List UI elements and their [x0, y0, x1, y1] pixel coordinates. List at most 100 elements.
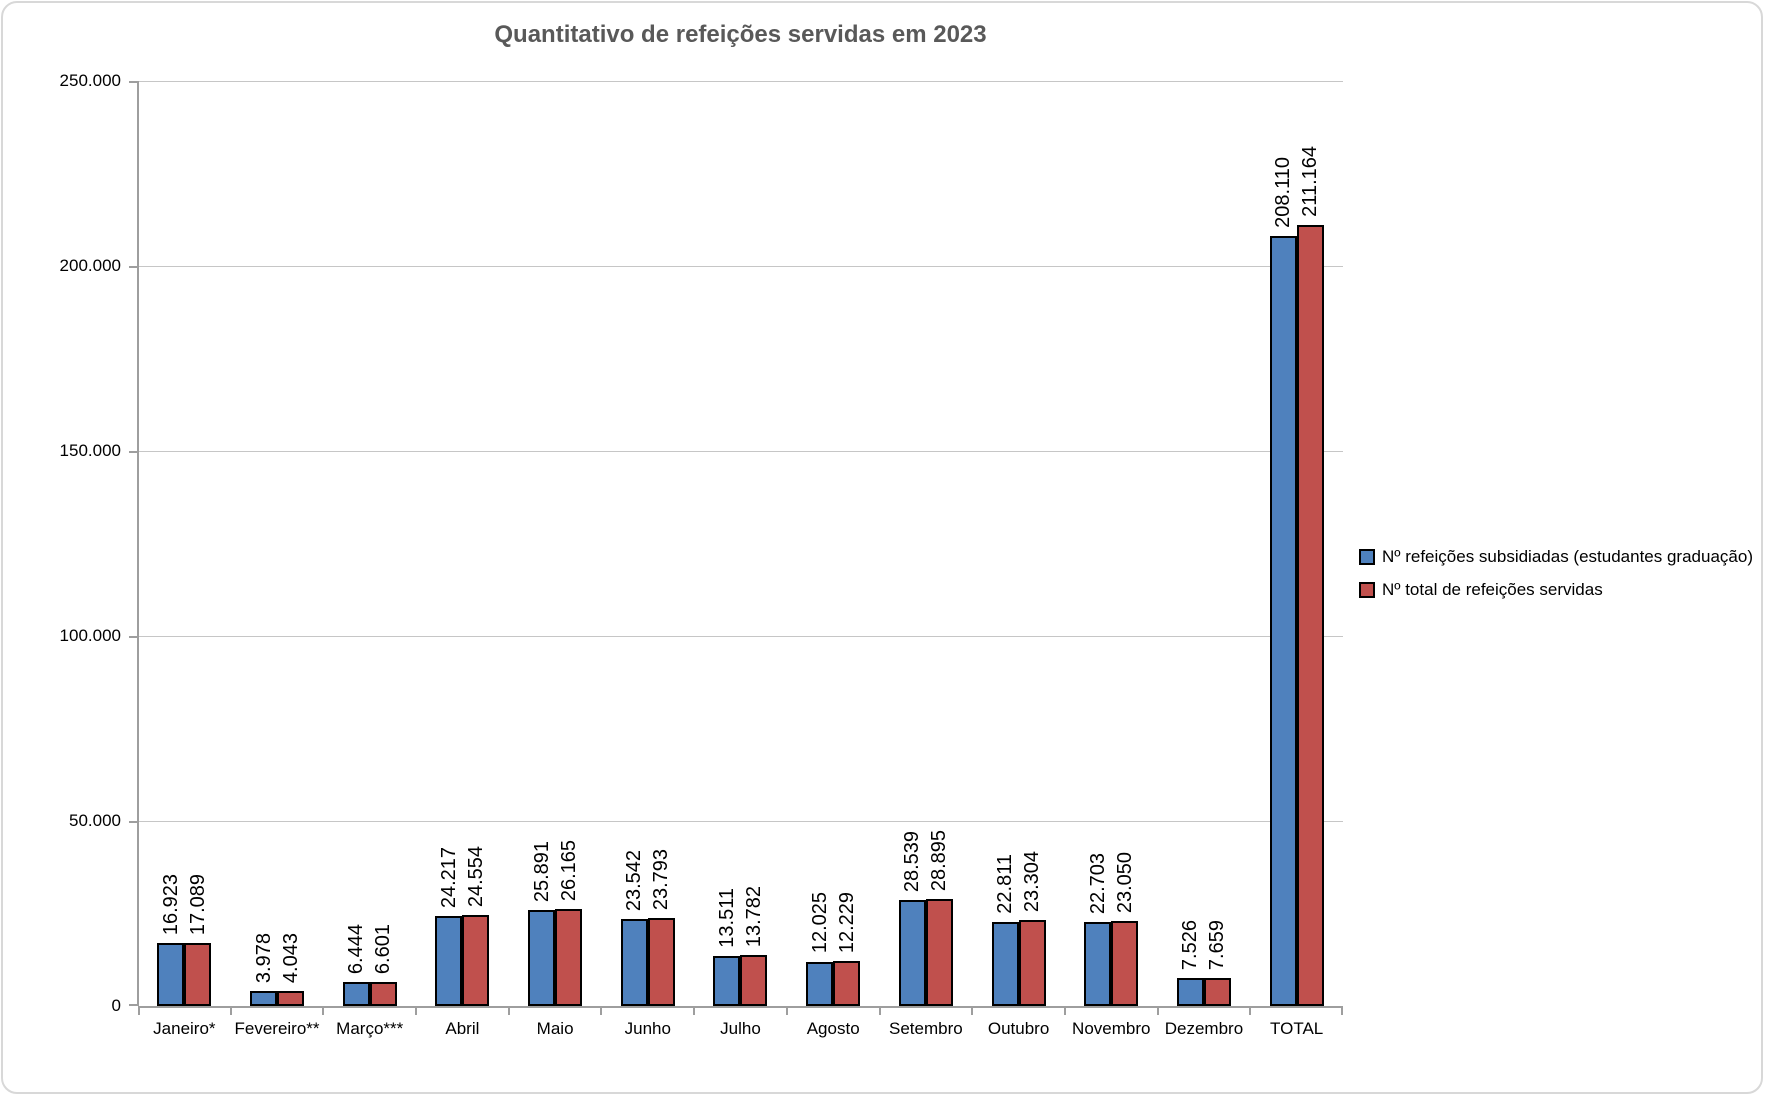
x-axis-tick: [785, 1006, 788, 1015]
bar-value-label: 28.895: [928, 829, 951, 892]
bar-total: [462, 915, 490, 1006]
x-axis-tick: [1156, 1006, 1159, 1015]
bar-total: [925, 899, 953, 1006]
gridline: [138, 821, 1343, 822]
x-axis-category-label: Julho: [720, 1019, 761, 1038]
bar-value-label: 3.978: [252, 933, 275, 984]
bar-pair-column: 24.217 24.554: [416, 81, 509, 1006]
bar-pair-column: 22.703 23.050: [1065, 81, 1158, 1006]
y-axis-tick-label: 50.000: [69, 811, 121, 830]
gridline: [138, 266, 1343, 267]
bar-total: [277, 991, 305, 1006]
bar-pair-column: 28.539 28.895: [880, 81, 973, 1006]
plot-area: 16.923 17.089 3.978 4.043 6.444 6.601 24.217 24…: [138, 81, 1343, 1006]
y-axis-tick: [129, 1004, 138, 1006]
bar-value-label: 24.217: [437, 847, 460, 909]
series2-color-swatch-icon: [1359, 582, 1375, 598]
bar-pair-column: 3.978 4.043: [231, 81, 324, 1006]
bar-subsidiadas: [435, 916, 463, 1006]
bar-value-label: 22.703: [1086, 852, 1109, 914]
x-axis-category-label: Junho: [624, 1019, 671, 1038]
bar-total: [833, 960, 861, 1006]
x-axis-category-label: Abril: [445, 1019, 480, 1038]
bar-subsidiadas: [1176, 978, 1204, 1006]
bar-value-label: 23.542: [623, 849, 646, 911]
y-axis-tick: [129, 451, 138, 453]
series1-color-swatch-icon: [1359, 549, 1375, 565]
bar-total: [369, 981, 397, 1006]
bar-total: [555, 909, 583, 1006]
bar-value-label: 24.554: [464, 846, 487, 908]
legend-item-series2: Nº total de refeições servidas: [1359, 580, 1753, 600]
bar-subsidiadas: [806, 961, 834, 1006]
x-axis-category-label: Janeiro*: [153, 1019, 216, 1038]
bar-total: [184, 942, 212, 1006]
x-axis-category-label: TOTAL: [1270, 1019, 1324, 1038]
bar-pair-column: 22.811 23.304: [972, 81, 1065, 1006]
legend-item-series1: Nº refeições subsidiadas (estudantes gra…: [1359, 547, 1753, 567]
x-axis-tick: [693, 1006, 696, 1015]
x-axis-tick: [878, 1006, 881, 1015]
bar-subsidiadas: [991, 921, 1019, 1006]
x-axis-category-label: Setembro: [889, 1019, 963, 1038]
bar-subsidiadas: [620, 918, 648, 1006]
bar-pair-column: 12.025 12.229: [787, 81, 880, 1006]
x-axis-tick: [1341, 1006, 1343, 1015]
bar-value-label: 28.539: [901, 831, 924, 893]
x-axis-category-label: Dezembro: [1164, 1019, 1244, 1038]
bar-subsidiadas: [898, 900, 926, 1006]
bar-subsidiadas: [528, 910, 556, 1006]
x-axis-category-label: Março***: [336, 1019, 404, 1038]
x-axis-category-label: Maio: [536, 1019, 574, 1038]
bar-value-label: 13.511: [715, 888, 738, 948]
bar-pair-column: 6.444 6.601: [323, 81, 416, 1006]
chart-title: Quantitativo de refeições servidas em 20…: [494, 21, 987, 48]
bar-pair-column: 13.511 13.782: [694, 81, 787, 1006]
x-axis-tick: [971, 1006, 974, 1015]
bar-pair-column: 25.891 26.165: [509, 81, 602, 1006]
bar-subsidiadas: [713, 956, 741, 1006]
bar-value-label: 4.043: [279, 932, 302, 983]
bar-total: [1203, 977, 1231, 1006]
bar-pair-column: 7.526 7.659: [1158, 81, 1251, 1006]
bar-value-label: 16.923: [159, 874, 182, 936]
bar-value-label: 12.229: [835, 891, 858, 953]
y-axis-tick: [129, 81, 138, 83]
legend: Nº refeições subsidiadas (estudantes gra…: [1359, 547, 1753, 613]
bar-value-label: 208.110: [1272, 157, 1295, 228]
x-axis-tick: [322, 1006, 325, 1015]
x-axis-tick: [507, 1006, 510, 1015]
x-axis-tick: [1249, 1006, 1252, 1015]
bar-pair-column: 208.110 211.164: [1250, 81, 1343, 1006]
x-axis-tick: [229, 1006, 232, 1015]
bars-layer: 16.923 17.089 3.978 4.043 6.444 6.601 24.217 24…: [138, 81, 1343, 1006]
gridline: [138, 451, 1343, 452]
bar-value-label: 12.025: [808, 892, 831, 954]
bar-value-label: 25.891: [530, 841, 553, 903]
bar-subsidiadas: [250, 991, 278, 1006]
bar-value-label: 23.793: [650, 848, 673, 910]
bar-total: [1296, 224, 1324, 1006]
bar-value-label: 17.089: [186, 873, 209, 935]
bar-value-label: 7.659: [1206, 919, 1229, 970]
bar-value-label: 211.164: [1299, 145, 1322, 217]
y-axis-line: [137, 81, 139, 1006]
y-axis-tick: [129, 636, 138, 638]
x-axis-tick: [600, 1006, 603, 1015]
bar-total: [740, 955, 768, 1006]
x-axis-category-label: Outubro: [987, 1019, 1050, 1038]
x-axis-tick: [415, 1006, 418, 1015]
y-axis-tick-label: 200.000: [59, 256, 121, 275]
x-axis-line: [138, 1006, 1343, 1008]
bar-value-label: 26.165: [557, 840, 580, 902]
bar-total: [1111, 920, 1139, 1006]
x-axis-tick: [138, 1006, 140, 1015]
bar-value-label: 23.050: [1113, 851, 1136, 913]
bar-value-label: 13.782: [742, 885, 765, 947]
x-axis-category-label: Fevereiro**: [234, 1019, 320, 1038]
y-axis-tick: [129, 266, 138, 268]
legend-label-series2: Nº total de refeições servidas: [1382, 580, 1603, 599]
bar-total: [647, 918, 675, 1006]
bar-value-label: 22.811: [994, 853, 1017, 914]
